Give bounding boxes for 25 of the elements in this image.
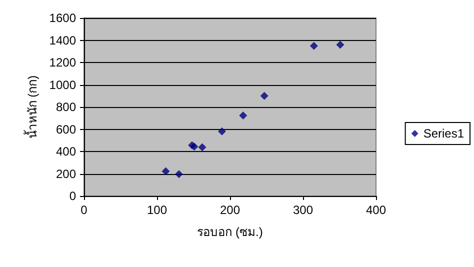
y-tick-label: 1000: [49, 78, 76, 92]
y-tick-label: 0: [69, 189, 76, 203]
y-tick-label: 1600: [49, 11, 76, 25]
point: [174, 170, 183, 178]
y-tick-label: 1200: [49, 56, 76, 70]
y-tick-label: 400: [56, 144, 76, 158]
x-tick-label: 200: [220, 203, 240, 217]
point: [218, 127, 226, 136]
x-tick-label: 400: [366, 203, 386, 217]
y-tick-label: 200: [56, 166, 76, 181]
y-tick-label: 600: [56, 122, 76, 136]
point: [336, 40, 344, 49]
point: [198, 143, 206, 152]
point: [162, 167, 170, 176]
x-tick-label: 0: [80, 203, 88, 217]
x-tick-label: 100: [146, 203, 168, 217]
point: [239, 111, 248, 120]
y-tick-label: 1400: [49, 33, 76, 48]
x-axis-title: รอบอก (ซม.): [197, 225, 263, 239]
y-tick-label: 800: [56, 100, 76, 114]
point: [260, 92, 268, 100]
x-tick-label: 300: [292, 203, 314, 217]
y-axis-title: น้ำหนัก (กก): [23, 75, 40, 139]
legend-label: Series1: [423, 126, 464, 140]
point: [310, 42, 318, 50]
